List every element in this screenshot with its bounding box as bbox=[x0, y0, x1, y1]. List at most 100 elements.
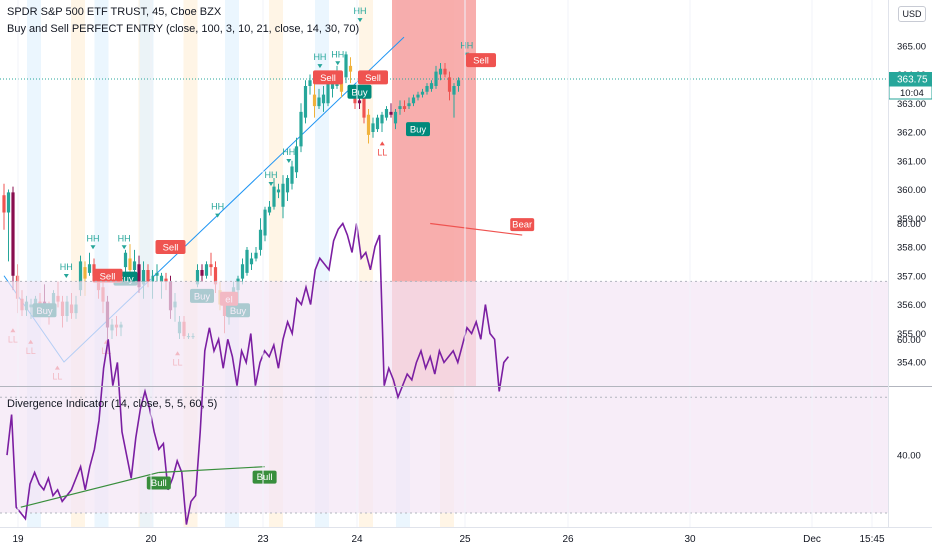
candle bbox=[200, 264, 204, 282]
candle-body bbox=[294, 146, 299, 173]
pivot-text: HH bbox=[282, 147, 295, 157]
candle-body bbox=[389, 111, 393, 115]
candle-body bbox=[348, 65, 353, 72]
candle bbox=[258, 218, 263, 256]
signal-text: Sell bbox=[365, 73, 381, 84]
candle-body bbox=[245, 249, 249, 273]
price-tick-label: 361.00 bbox=[897, 156, 926, 167]
time-tick-label: 19 bbox=[12, 534, 24, 545]
candle-body bbox=[425, 86, 429, 92]
signal-text: Sell bbox=[320, 73, 336, 84]
signal-text: Sell bbox=[163, 243, 179, 254]
countdown-value: 10:04 bbox=[900, 88, 924, 99]
signal-box bbox=[466, 53, 496, 68]
higher-high-label: HH bbox=[282, 147, 295, 163]
candle-body bbox=[375, 117, 380, 130]
candle-body bbox=[443, 68, 447, 75]
pivot-arrow-down bbox=[317, 64, 323, 69]
candle-body bbox=[429, 83, 434, 89]
candle-body bbox=[407, 103, 411, 107]
candle bbox=[263, 206, 267, 242]
candle-body bbox=[83, 267, 87, 279]
candle-body bbox=[132, 261, 137, 270]
candle bbox=[416, 91, 420, 101]
rsi-indicator-title: Divergence Indicator (14, close, 5, 5, 6… bbox=[7, 398, 218, 410]
candle-body bbox=[159, 275, 164, 282]
price-tick-label: 363.00 bbox=[897, 99, 926, 110]
pivot-text: HH bbox=[60, 262, 73, 272]
candle bbox=[434, 65, 438, 89]
pivot-arrow-down bbox=[286, 159, 292, 163]
candle bbox=[366, 109, 371, 144]
divergence-text: Bull bbox=[257, 472, 273, 483]
candle bbox=[276, 183, 281, 199]
candle bbox=[321, 86, 326, 112]
candle bbox=[398, 100, 402, 115]
candle-body bbox=[452, 86, 456, 95]
price-tick-label: 360.00 bbox=[897, 185, 926, 196]
candle bbox=[204, 261, 209, 279]
rsi-tick-label: 40.00 bbox=[897, 451, 921, 462]
candle bbox=[344, 51, 348, 84]
candle bbox=[285, 175, 290, 201]
buy-signal: Buy bbox=[347, 84, 372, 99]
price-tick-label: 358.00 bbox=[897, 243, 926, 254]
candle-body bbox=[456, 80, 461, 86]
candle bbox=[303, 80, 308, 124]
candle bbox=[425, 83, 429, 95]
candle-body bbox=[330, 83, 335, 89]
signal-text: Sell bbox=[473, 56, 489, 67]
time-tick-label: 26 bbox=[562, 534, 574, 545]
candle-body bbox=[204, 264, 209, 276]
candle-body bbox=[339, 77, 344, 92]
candle-body bbox=[447, 77, 452, 92]
price-tick-label: 355.00 bbox=[897, 329, 926, 340]
candle-body bbox=[411, 97, 416, 104]
candle-body bbox=[87, 264, 92, 273]
pivot-arrow-up bbox=[379, 141, 385, 146]
candle bbox=[420, 88, 425, 98]
sell-signal: Sell bbox=[155, 240, 186, 254]
sell-signal: Sell bbox=[358, 70, 388, 85]
bear-divergence-label: Bear bbox=[510, 218, 535, 232]
candle bbox=[240, 258, 245, 285]
candle bbox=[272, 178, 276, 210]
candle bbox=[447, 71, 452, 101]
signal-box bbox=[406, 122, 430, 137]
candle bbox=[128, 244, 132, 273]
candle bbox=[267, 201, 272, 216]
candle bbox=[294, 137, 299, 178]
divergence-box bbox=[252, 470, 277, 484]
candle bbox=[411, 94, 416, 107]
rsi-pane: Bull Bull Bear bbox=[0, 218, 888, 527]
signal-box bbox=[155, 240, 186, 254]
candle-body bbox=[6, 192, 11, 213]
pivot-text: LL bbox=[377, 147, 387, 157]
time-tick-label: Dec bbox=[803, 534, 821, 545]
indicator-title: Buy and Sell PERFECT ENTRY (close, 100, … bbox=[7, 23, 360, 35]
time-tick-label: 25 bbox=[459, 534, 471, 545]
currency-button[interactable]: USD bbox=[898, 6, 926, 22]
higher-high-label: HH bbox=[60, 262, 73, 278]
candle-body bbox=[317, 97, 321, 107]
candle-body bbox=[150, 275, 155, 282]
candle-body bbox=[393, 111, 398, 124]
sell-signal: Sell bbox=[313, 70, 343, 85]
candle-body bbox=[326, 80, 330, 104]
candle-body bbox=[362, 97, 366, 118]
candle-body bbox=[272, 186, 276, 207]
divergence-box bbox=[146, 476, 171, 490]
candle bbox=[429, 80, 434, 92]
bull-divergence-line bbox=[158, 466, 265, 474]
candle-body bbox=[398, 106, 402, 109]
pivot-text: HH bbox=[313, 52, 326, 62]
candle-body bbox=[357, 100, 362, 104]
bear-divergence-line bbox=[430, 222, 523, 236]
candle-body bbox=[258, 229, 263, 250]
candle bbox=[11, 186, 15, 291]
signal-text: Buy bbox=[410, 125, 427, 136]
rsi-tick-label: 60.00 bbox=[897, 335, 921, 346]
signal-box bbox=[313, 70, 343, 85]
pivot-arrow-down bbox=[357, 18, 363, 23]
